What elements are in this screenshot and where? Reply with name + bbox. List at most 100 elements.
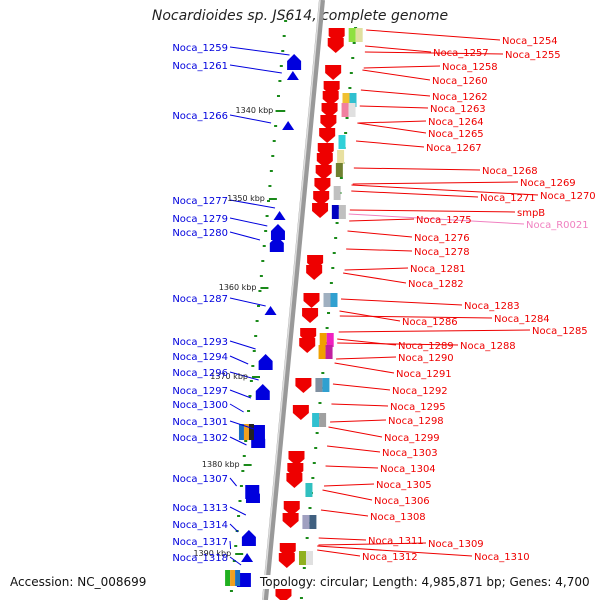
gene-feature xyxy=(255,384,270,400)
gene-label-right: Noca_1262 xyxy=(432,92,488,103)
left-tick xyxy=(248,395,252,397)
gene-label-left: Noca_1287 xyxy=(172,294,228,305)
gene-feature xyxy=(287,54,302,70)
gene-feature xyxy=(295,378,312,393)
right-tick xyxy=(339,177,343,179)
right-tick xyxy=(311,477,315,479)
gene-feature xyxy=(282,513,299,528)
right-tick xyxy=(308,507,312,509)
left-tick xyxy=(247,410,251,412)
leader-line-right xyxy=(337,342,459,346)
gene-feature xyxy=(243,424,249,440)
leader-line-right xyxy=(366,29,501,41)
left-tick xyxy=(264,230,268,232)
gene-feature xyxy=(348,103,356,117)
left-tick xyxy=(234,545,238,547)
leader-line-left xyxy=(229,64,282,74)
gene-label-left: Noca_1280 xyxy=(172,228,228,239)
gene-label-right: Noca_1265 xyxy=(428,129,484,140)
left-tick xyxy=(279,65,283,67)
right-tick xyxy=(327,312,331,314)
gene-feature xyxy=(312,203,329,218)
gene-feature xyxy=(288,451,305,466)
scale-tick xyxy=(235,553,244,555)
right-tick xyxy=(312,462,316,464)
gene-label-left: Noca_1296 xyxy=(172,368,228,379)
leader-line-left xyxy=(229,46,290,56)
left-tick xyxy=(255,320,259,322)
gene-label-left: Noca_1307 xyxy=(172,474,228,485)
gene-label-right: Noca_1295 xyxy=(390,402,446,413)
gene-feature xyxy=(338,205,346,219)
gene-feature xyxy=(241,530,256,546)
leader-line-left xyxy=(229,506,247,516)
leader-line-right xyxy=(328,426,383,438)
gene-feature xyxy=(245,487,260,503)
right-tick xyxy=(348,87,352,89)
leader-line-left xyxy=(229,199,276,209)
gene-feature xyxy=(321,103,338,118)
gene-label-right: Noca_1255 xyxy=(505,50,561,61)
leader-line-right xyxy=(317,549,361,557)
leader-line-right xyxy=(317,545,473,557)
gene-feature xyxy=(327,38,344,53)
left-tick xyxy=(261,260,265,262)
gene-label-right: Noca_1276 xyxy=(414,233,470,244)
leader-line-right xyxy=(336,356,397,360)
gene-feature xyxy=(286,473,303,488)
right-tick xyxy=(321,372,325,374)
left-tick xyxy=(274,125,278,127)
right-tick xyxy=(344,132,348,134)
left-tick xyxy=(251,365,255,367)
gene-feature xyxy=(326,333,334,347)
gene-feature xyxy=(338,135,346,149)
leader-line-right xyxy=(338,329,531,333)
gene-label-right: Noca_1271 xyxy=(480,193,536,204)
leader-line-right xyxy=(351,190,479,198)
leader-line-right xyxy=(343,272,407,284)
gene-label-right: Noca_1257 xyxy=(433,48,489,59)
left-tick xyxy=(258,290,262,292)
left-tick xyxy=(242,455,246,457)
gene-feature xyxy=(312,413,320,427)
right-tick xyxy=(351,57,355,59)
gene-label-right: Noca_1306 xyxy=(374,496,430,507)
gene-label-right: Noca_1258 xyxy=(442,62,498,73)
leader-line-right xyxy=(320,509,369,517)
gene-feature xyxy=(286,71,299,80)
gene-label-left: Noca_1277 xyxy=(172,196,228,207)
right-tick xyxy=(352,42,356,44)
gene-feature xyxy=(258,354,273,370)
scale-label: 1380 kbp xyxy=(202,460,240,469)
gene-label-right: Noca_1254 xyxy=(502,36,558,47)
gene-label-right: Noca_1283 xyxy=(464,301,520,312)
scale-tick xyxy=(243,464,252,466)
gene-feature xyxy=(302,515,310,529)
leader-line-right xyxy=(362,69,431,81)
gene-feature xyxy=(278,553,295,568)
left-tick xyxy=(238,500,242,502)
gene-label-right: Noca_1312 xyxy=(362,552,418,563)
genome-axis-highlight xyxy=(262,0,321,600)
leader-line-left xyxy=(229,340,256,350)
topology-label: Topology: circular; Length: 4,985,871 bp… xyxy=(258,575,592,589)
gene-feature xyxy=(320,115,337,130)
gene-feature xyxy=(315,165,332,180)
gene-label-left: Noca_1314 xyxy=(172,520,228,531)
leader-line-left xyxy=(229,477,237,487)
leader-line-right xyxy=(325,465,379,469)
scale-tick xyxy=(268,198,277,200)
scale-label: 1340 kbp xyxy=(236,106,274,115)
gene-feature xyxy=(319,333,327,347)
left-tick xyxy=(252,350,256,352)
leader-line-right xyxy=(347,230,413,238)
gene-feature xyxy=(303,293,320,308)
gene-feature xyxy=(264,306,277,315)
gene-label-right: Noca_R0021 xyxy=(526,220,589,231)
gene-feature xyxy=(342,93,350,107)
gene-label-right: Noca_1309 xyxy=(428,539,484,550)
left-tick xyxy=(257,305,261,307)
leader-line-right xyxy=(353,167,481,171)
leader-line-right xyxy=(365,45,432,53)
